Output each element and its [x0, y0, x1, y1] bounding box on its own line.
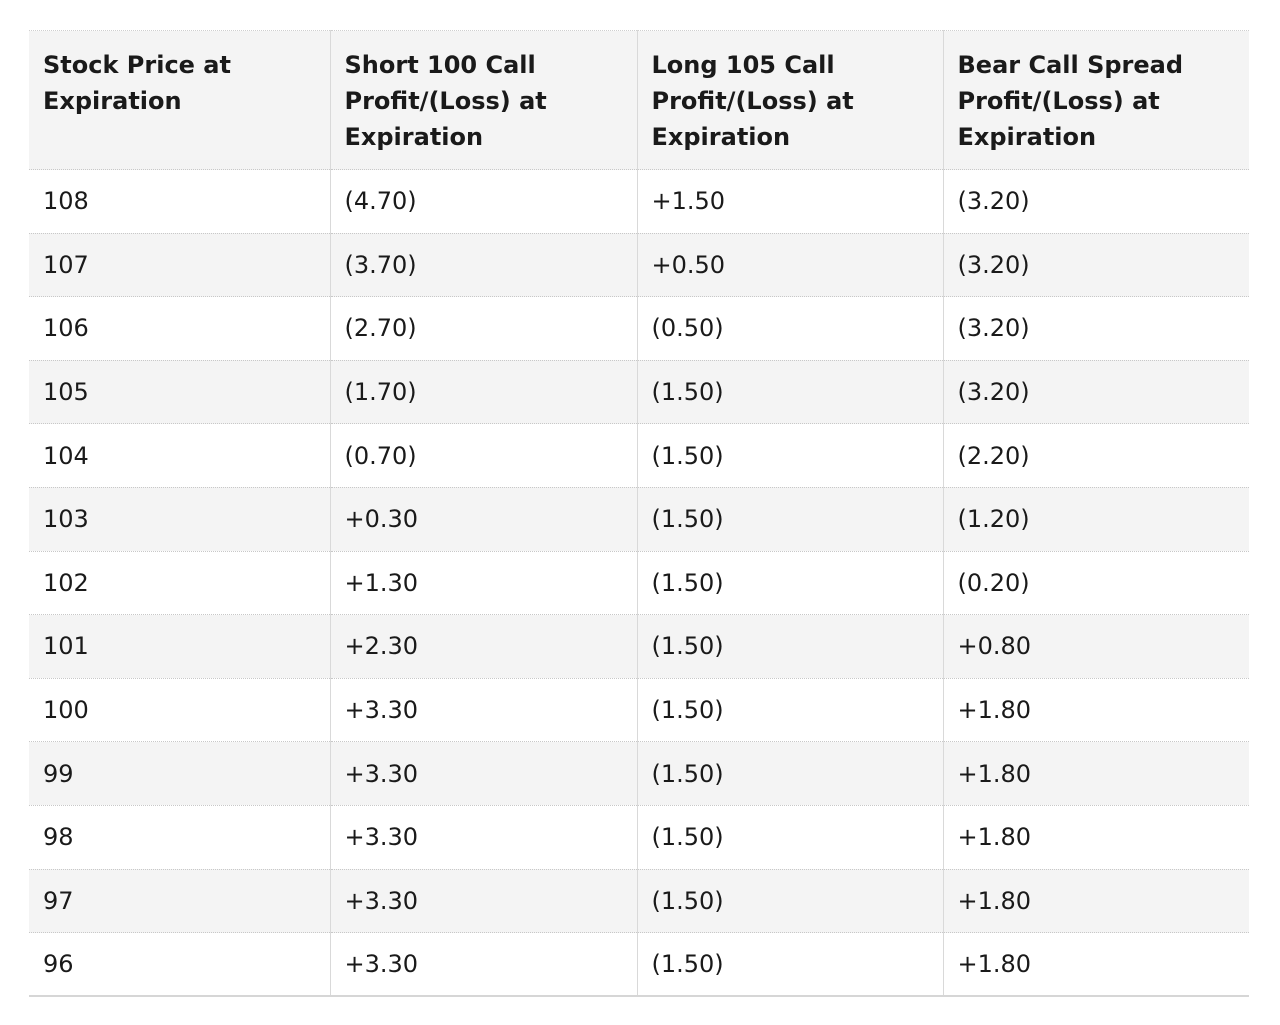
cell-long-call-pl: (1.50): [637, 869, 943, 933]
table-row: 96 +3.30 (1.50) +1.80: [29, 933, 1249, 997]
cell-short-call-pl: (2.70): [330, 297, 637, 361]
table-row: 104 (0.70) (1.50) (2.20): [29, 424, 1249, 488]
cell-long-call-pl: (1.50): [637, 424, 943, 488]
cell-long-call-pl: (1.50): [637, 551, 943, 615]
header-long-105-call: Long 105 Call Profit/(Loss) at Expiratio…: [637, 31, 943, 170]
cell-spread-pl: +1.80: [943, 805, 1249, 869]
cell-spread-pl: (3.20): [943, 170, 1249, 234]
cell-stock-price: 107: [29, 233, 330, 297]
cell-stock-price: 104: [29, 424, 330, 488]
header-row: Stock Price at Expiration Short 100 Call…: [29, 31, 1249, 170]
cell-short-call-pl: +1.30: [330, 551, 637, 615]
cell-long-call-pl: (1.50): [637, 615, 943, 679]
cell-long-call-pl: +1.50: [637, 170, 943, 234]
header-bear-call-spread: Bear Call Spread Profit/(Loss) at Expira…: [943, 31, 1249, 170]
table-row: 108 (4.70) +1.50 (3.20): [29, 170, 1249, 234]
table-row: 103 +0.30 (1.50) (1.20): [29, 487, 1249, 551]
table-header: Stock Price at Expiration Short 100 Call…: [29, 31, 1249, 170]
cell-stock-price: 96: [29, 933, 330, 997]
table-row: 105 (1.70) (1.50) (3.20): [29, 360, 1249, 424]
cell-spread-pl: +1.80: [943, 869, 1249, 933]
cell-short-call-pl: (3.70): [330, 233, 637, 297]
table-row: 100 +3.30 (1.50) +1.80: [29, 678, 1249, 742]
bear-call-spread-table: Stock Price at Expiration Short 100 Call…: [29, 30, 1249, 997]
cell-spread-pl: +1.80: [943, 678, 1249, 742]
cell-spread-pl: +1.80: [943, 742, 1249, 806]
cell-stock-price: 100: [29, 678, 330, 742]
cell-short-call-pl: +3.30: [330, 678, 637, 742]
cell-long-call-pl: (1.50): [637, 678, 943, 742]
table-row: 97 +3.30 (1.50) +1.80: [29, 869, 1249, 933]
table-body: 108 (4.70) +1.50 (3.20) 107 (3.70) +0.50 (3.20)…: [29, 170, 1249, 997]
cell-long-call-pl: (1.50): [637, 805, 943, 869]
cell-stock-price: 105: [29, 360, 330, 424]
cell-short-call-pl: (4.70): [330, 170, 637, 234]
cell-stock-price: 106: [29, 297, 330, 361]
header-stock-price: Stock Price at Expiration: [29, 31, 330, 170]
table-row: 107 (3.70) +0.50 (3.20): [29, 233, 1249, 297]
cell-short-call-pl: +3.30: [330, 933, 637, 997]
cell-spread-pl: (3.20): [943, 360, 1249, 424]
cell-long-call-pl: (1.50): [637, 742, 943, 806]
cell-long-call-pl: (1.50): [637, 487, 943, 551]
cell-spread-pl: (3.20): [943, 297, 1249, 361]
cell-short-call-pl: +3.30: [330, 805, 637, 869]
cell-stock-price: 101: [29, 615, 330, 679]
cell-long-call-pl: (1.50): [637, 933, 943, 997]
cell-stock-price: 102: [29, 551, 330, 615]
cell-short-call-pl: +2.30: [330, 615, 637, 679]
cell-short-call-pl: (0.70): [330, 424, 637, 488]
cell-stock-price: 103: [29, 487, 330, 551]
header-short-100-call: Short 100 Call Profit/(Loss) at Expirati…: [330, 31, 637, 170]
cell-stock-price: 98: [29, 805, 330, 869]
cell-short-call-pl: +3.30: [330, 869, 637, 933]
cell-short-call-pl: (1.70): [330, 360, 637, 424]
cell-short-call-pl: +0.30: [330, 487, 637, 551]
cell-stock-price: 99: [29, 742, 330, 806]
cell-spread-pl: (0.20): [943, 551, 1249, 615]
table-row: 99 +3.30 (1.50) +1.80: [29, 742, 1249, 806]
cell-long-call-pl: (1.50): [637, 360, 943, 424]
cell-stock-price: 97: [29, 869, 330, 933]
table-row: 101 +2.30 (1.50) +0.80: [29, 615, 1249, 679]
table-row: 102 +1.30 (1.50) (0.20): [29, 551, 1249, 615]
cell-spread-pl: (3.20): [943, 233, 1249, 297]
cell-spread-pl: (2.20): [943, 424, 1249, 488]
cell-short-call-pl: +3.30: [330, 742, 637, 806]
table-row: 98 +3.30 (1.50) +1.80: [29, 805, 1249, 869]
cell-spread-pl: +1.80: [943, 933, 1249, 997]
table-row: 106 (2.70) (0.50) (3.20): [29, 297, 1249, 361]
cell-stock-price: 108: [29, 170, 330, 234]
cell-long-call-pl: +0.50: [637, 233, 943, 297]
cell-spread-pl: +0.80: [943, 615, 1249, 679]
cell-long-call-pl: (0.50): [637, 297, 943, 361]
cell-spread-pl: (1.20): [943, 487, 1249, 551]
